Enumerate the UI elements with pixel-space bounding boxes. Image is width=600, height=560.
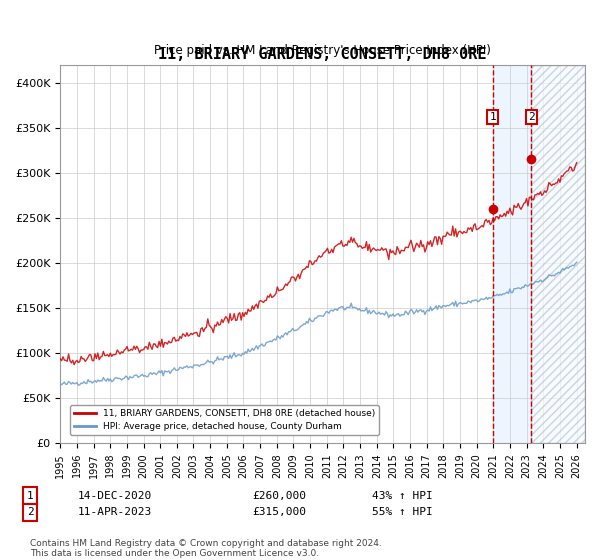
Bar bbox=[532, 64, 585, 443]
Text: 55% ↑ HPI: 55% ↑ HPI bbox=[372, 507, 433, 517]
Text: 14-DEC-2020: 14-DEC-2020 bbox=[78, 491, 152, 501]
Title: 11, BRIARY GARDENS, CONSETT, DH8 0RE: 11, BRIARY GARDENS, CONSETT, DH8 0RE bbox=[158, 47, 487, 62]
Text: This data is licensed under the Open Government Licence v3.0.: This data is licensed under the Open Gov… bbox=[30, 549, 319, 558]
Text: 43% ↑ HPI: 43% ↑ HPI bbox=[372, 491, 433, 501]
Text: £260,000: £260,000 bbox=[252, 491, 306, 501]
Text: £315,000: £315,000 bbox=[252, 507, 306, 517]
Text: 2: 2 bbox=[26, 507, 34, 517]
Text: 1: 1 bbox=[490, 112, 496, 122]
Text: 2: 2 bbox=[528, 112, 535, 122]
Text: Contains HM Land Registry data © Crown copyright and database right 2024.: Contains HM Land Registry data © Crown c… bbox=[30, 539, 382, 548]
Text: Price paid vs. HM Land Registry's House Price Index (HPI): Price paid vs. HM Land Registry's House … bbox=[154, 44, 491, 57]
Bar bbox=[493, 64, 585, 443]
Text: 11-APR-2023: 11-APR-2023 bbox=[78, 507, 152, 517]
Bar bbox=[532, 64, 585, 443]
Legend: 11, BRIARY GARDENS, CONSETT, DH8 0RE (detached house), HPI: Average price, detac: 11, BRIARY GARDENS, CONSETT, DH8 0RE (de… bbox=[70, 405, 379, 435]
Text: 1: 1 bbox=[26, 491, 34, 501]
